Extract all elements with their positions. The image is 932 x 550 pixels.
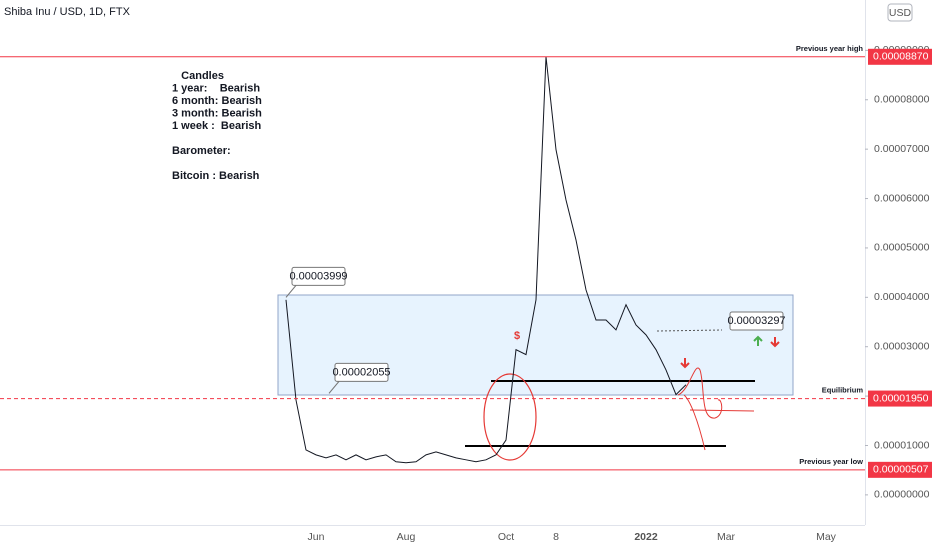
- arrow-down: [680, 358, 690, 369]
- price-tag: [868, 48, 932, 65]
- x-tick-label: Oct: [498, 531, 514, 543]
- price-tag: [868, 390, 932, 407]
- callout-box: [291, 266, 346, 286]
- y-tick-label: 0.00000000: [874, 489, 930, 501]
- callout-label: 0.00002055: [332, 366, 390, 378]
- y-tick-label: 0.00001000: [874, 439, 930, 451]
- path-drawing: [689, 409, 755, 412]
- note-line: 6 month: Bearish: [172, 95, 262, 107]
- note-line: Bitcoin : Bearish: [172, 170, 260, 182]
- x-tick-label: 8: [553, 531, 559, 543]
- callout-box: [729, 311, 784, 331]
- note-line: Candles: [172, 70, 224, 82]
- y-tick-label: 0.00004000: [874, 291, 930, 303]
- chart-title: Shiba Inu / USD, 1D, FTX: [4, 6, 131, 18]
- y-tick-label: 0.00008000: [874, 94, 930, 106]
- callout-label: 0.00003999: [289, 270, 347, 282]
- price-line: [285, 56, 687, 464]
- y-tick-label: 0.00003000: [874, 340, 930, 352]
- callout-pointer: [285, 285, 297, 298]
- price-level-note: Previous year high: [796, 44, 864, 53]
- callout-box: [334, 362, 389, 382]
- arrow-down: [770, 337, 780, 348]
- path-drawing: [677, 367, 723, 419]
- price-level-note: Previous year low: [799, 457, 863, 466]
- y-tick-label: 0.00007000: [874, 143, 930, 155]
- note-line: 3 month: Bearish: [172, 107, 262, 119]
- note-line: 1 week : Bearish: [172, 120, 262, 132]
- price-tag-label: 0.00008870: [873, 51, 929, 63]
- callout-pointer: [328, 381, 340, 394]
- x-tick-label: Aug: [397, 531, 416, 543]
- price-tag-label: 0.00001950: [873, 392, 929, 404]
- dotted-line: [656, 329, 723, 332]
- currency-badge: [887, 3, 913, 22]
- callout-label: 0.00003297: [727, 315, 785, 327]
- dollar-icon: $: [514, 330, 520, 342]
- y-tick-label: 0.00005000: [874, 242, 930, 254]
- x-tick-label: May: [816, 531, 837, 543]
- circle-drawing: [483, 373, 537, 461]
- price-tag: [868, 461, 932, 478]
- path-drawing: [683, 394, 706, 451]
- x-tick-label: Jun: [308, 531, 325, 543]
- price-level-note: Equilibrium: [822, 386, 864, 395]
- arrow-up: [753, 335, 763, 346]
- price-tag-label: 0.00000507: [873, 464, 929, 476]
- x-tick-label: 2022: [634, 531, 658, 543]
- currency: USD: [889, 7, 912, 19]
- x-tick-label: Mar: [717, 531, 736, 543]
- note-line: Barometer:: [172, 145, 231, 157]
- note-line: 1 year: Bearish: [172, 82, 260, 94]
- y-tick-label: 0.00006000: [874, 192, 930, 204]
